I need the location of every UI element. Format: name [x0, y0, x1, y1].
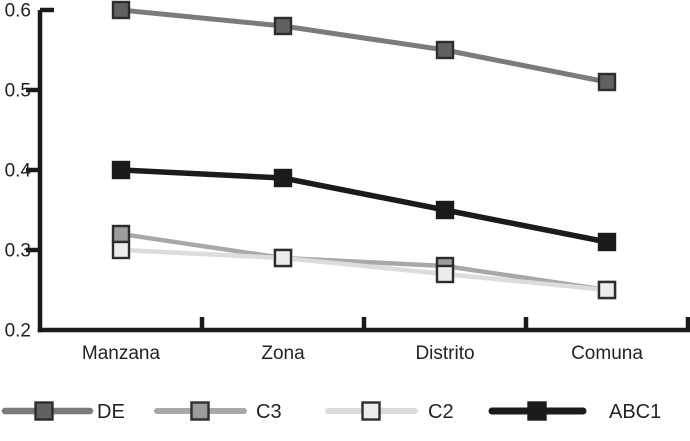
y-tick-label: 0.6	[5, 1, 31, 22]
y-tick-label: 0.5	[5, 81, 31, 102]
series-marker-ABC1	[435, 200, 455, 220]
series-line-C2	[120, 247, 608, 293]
series-marker-DE	[435, 40, 455, 60]
legend-marker-ABC1	[527, 401, 547, 421]
series-line-C3	[120, 231, 608, 293]
legend-item-ABC1: ABC1	[488, 401, 661, 423]
x-axis-label: Manzana	[82, 343, 161, 364]
legend-label-C2: C2	[428, 401, 454, 423]
legend-item-C2: C2	[325, 401, 454, 423]
y-tick-label: 0.2	[5, 321, 31, 342]
x-axis-label: Zona	[261, 343, 305, 364]
y-tick-label: 0.4	[5, 161, 32, 182]
series-line-ABC1	[120, 167, 608, 245]
series-marker-C3	[111, 224, 131, 244]
series-marker-C2	[435, 264, 455, 284]
x-axis-label: Distrito	[415, 343, 474, 364]
legend-marker-C3	[190, 401, 210, 421]
legend-marker-DE	[34, 401, 54, 421]
legend-marker-C2	[361, 401, 381, 421]
series-marker-ABC1	[273, 168, 293, 188]
legend-item-C3: C3	[154, 401, 282, 423]
legend-label-C3: C3	[256, 401, 282, 423]
x-axis-label: Comuna	[571, 343, 643, 364]
series-marker-DE	[111, 0, 131, 20]
series-marker-DE	[273, 16, 293, 36]
series-marker-C2	[111, 240, 131, 260]
series-marker-C2	[597, 280, 617, 300]
y-tick-label: 0.3	[5, 241, 31, 262]
series-line-DE	[120, 7, 608, 85]
series-marker-C2	[273, 248, 293, 268]
series-marker-ABC1	[597, 232, 617, 252]
series-marker-DE	[597, 72, 617, 92]
legend-item-DE: DE	[1, 401, 125, 423]
legend-label-DE: DE	[97, 401, 125, 423]
legend-label-ABC1: ABC1	[609, 401, 661, 423]
series-marker-ABC1	[111, 160, 131, 180]
